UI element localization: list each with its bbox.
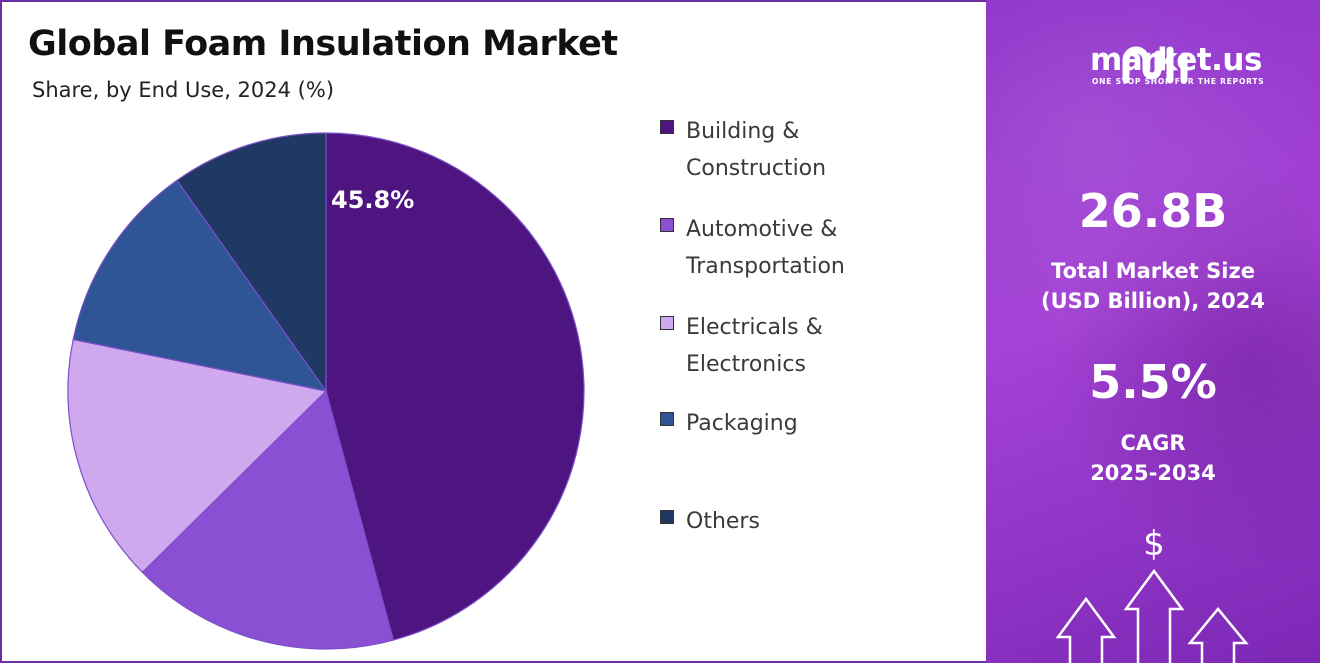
legend-swatch bbox=[660, 120, 674, 134]
market-size-value: 26.8B bbox=[1078, 184, 1228, 238]
cagr-value: 5.5% bbox=[1089, 355, 1217, 409]
legend-swatch bbox=[660, 412, 674, 426]
market-size-label: Total Market Size (USD Billion), 2024 bbox=[1040, 259, 1266, 313]
market-us-logo-icon bbox=[1122, 46, 1188, 84]
legend-label: Building & Construction bbox=[686, 119, 827, 181]
legend-label: Electricals & Electronics bbox=[686, 315, 823, 377]
brand-tagline: ONE STOP SHOP FOR THE REPORTS bbox=[1092, 77, 1265, 86]
brand-name: market.us bbox=[1090, 42, 1262, 78]
growth-arrows-icon: $ bbox=[1055, 524, 1249, 663]
pie-slice-electricals-electronics bbox=[67, 338, 328, 574]
chart-subtitle: Share, by End Use, 2024 (%) bbox=[32, 78, 335, 102]
legend-swatch bbox=[660, 510, 674, 524]
legend-swatch bbox=[660, 316, 674, 330]
brand-logo: market.us ONE STOP SHOP FOR THE REPORTS bbox=[1008, 40, 1308, 90]
panel-background bbox=[986, 0, 1320, 663]
pie-slice-automotive-transportation bbox=[141, 389, 395, 650]
legend-label: Packaging bbox=[686, 411, 798, 436]
summary-panel: market.us ONE STOP SHOP FOR THE REPORTS … bbox=[986, 0, 1320, 663]
pie-chart: 45.8% bbox=[67, 132, 585, 650]
data-label-building-construction: 45.8% bbox=[331, 186, 414, 214]
pie-slice-building-construction bbox=[325, 132, 585, 641]
legend-label: Automotive & Transportation bbox=[686, 217, 845, 279]
legend-swatch bbox=[660, 218, 674, 232]
chart-title: Global Foam Insulation Market bbox=[28, 24, 618, 64]
pie-slice-others bbox=[176, 132, 327, 393]
dollar-icon: $ bbox=[1143, 524, 1165, 564]
cagr-label: CAGR 2025-2034 bbox=[1090, 431, 1216, 485]
pie-slice-packaging bbox=[72, 179, 328, 392]
legend-label: Others bbox=[686, 509, 760, 534]
